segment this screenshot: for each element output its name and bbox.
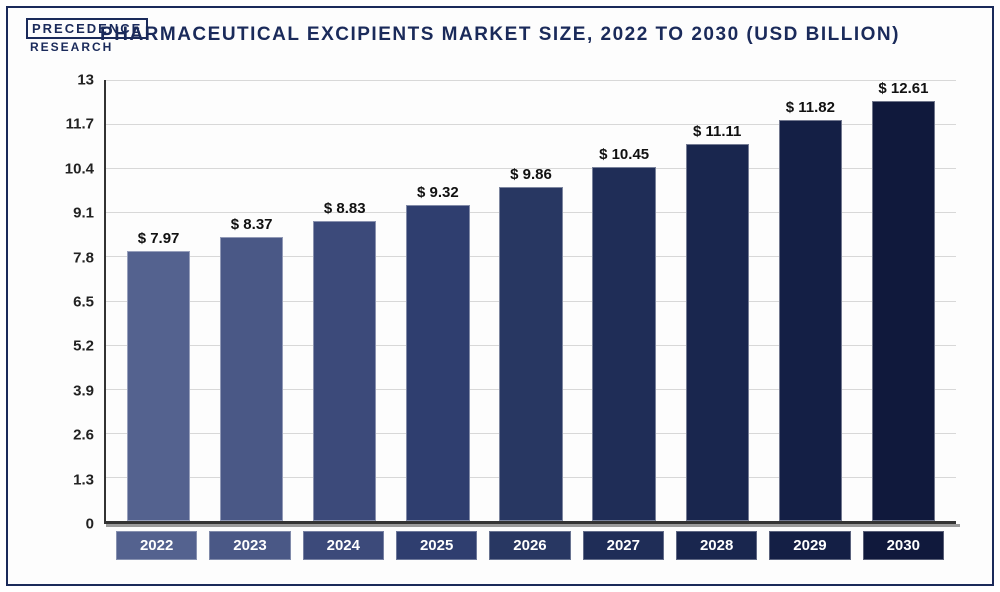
bar xyxy=(686,144,749,521)
chart-frame: PRECEDENCE RESEARCH PHARMACEUTICAL EXCIP… xyxy=(6,6,994,586)
baseline-shadow xyxy=(106,524,960,527)
bar xyxy=(872,101,935,521)
y-tick-label: 11.7 xyxy=(66,116,104,133)
y-tick-label: 9.1 xyxy=(73,205,104,222)
y-tick-label: 1.3 xyxy=(73,471,104,488)
logo-line1: PRECEDENCE xyxy=(26,18,148,39)
bar-wrap: $ 10.45 xyxy=(578,80,671,521)
bar-wrap: $ 12.61 xyxy=(857,80,950,521)
plot-region: $ 7.97 $ 8.37 $ 8.83 $ 9.32 $ 9.86 $ 10.45 $ 1… xyxy=(104,80,956,524)
x-axis-labels: 2022 2023 2024 2025 2026 2027 2028 2029 2030 xyxy=(104,531,956,560)
y-tick-label: 7.8 xyxy=(73,249,104,266)
bars-container: $ 7.97 $ 8.37 $ 8.83 $ 9.32 $ 9.86 $ 10.45 $ 1… xyxy=(106,80,956,521)
bar-wrap: $ 11.11 xyxy=(671,80,764,521)
bar-value-label: $ 9.32 xyxy=(417,184,459,201)
y-tick-label: 13 xyxy=(77,72,104,89)
bar xyxy=(313,221,376,521)
x-tick-label: 2030 xyxy=(863,531,944,560)
bar-value-label: $ 9.86 xyxy=(510,166,552,183)
y-tick-label: 0 xyxy=(86,516,104,533)
brand-logo: PRECEDENCE RESEARCH xyxy=(26,18,148,53)
bar xyxy=(499,187,562,521)
x-tick-label: 2028 xyxy=(676,531,757,560)
chart-title: PHARMACEUTICAL EXCIPIENTS MARKET SIZE, 2… xyxy=(8,8,992,46)
chart-area: $ 7.97 $ 8.37 $ 8.83 $ 9.32 $ 9.86 $ 10.45 $ 1… xyxy=(104,80,956,524)
x-tick-label: 2025 xyxy=(396,531,477,560)
bar-value-label: $ 7.97 xyxy=(138,230,180,247)
bar-wrap: $ 8.37 xyxy=(205,80,298,521)
x-tick-label: 2026 xyxy=(489,531,570,560)
bar xyxy=(592,167,655,521)
y-tick-label: 2.6 xyxy=(73,427,104,444)
x-tick-label: 2023 xyxy=(209,531,290,560)
x-tick-label: 2024 xyxy=(303,531,384,560)
bar-wrap: $ 11.82 xyxy=(764,80,857,521)
x-tick-label: 2022 xyxy=(116,531,197,560)
bar xyxy=(220,237,283,521)
bar-value-label: $ 11.11 xyxy=(693,123,741,140)
bar-value-label: $ 10.45 xyxy=(599,146,649,163)
bar-wrap: $ 8.83 xyxy=(298,80,391,521)
bar-wrap: $ 9.86 xyxy=(484,80,577,521)
bar-value-label: $ 12.61 xyxy=(878,80,928,97)
bar xyxy=(406,205,469,521)
y-tick-label: 5.2 xyxy=(73,338,104,355)
y-tick-label: 3.9 xyxy=(73,382,104,399)
bar-value-label: $ 8.37 xyxy=(231,216,273,233)
bar-wrap: $ 9.32 xyxy=(391,80,484,521)
x-tick-label: 2027 xyxy=(583,531,664,560)
bar-value-label: $ 11.82 xyxy=(786,99,835,116)
bar xyxy=(127,251,190,521)
y-tick-label: 6.5 xyxy=(73,294,104,311)
logo-line2: RESEARCH xyxy=(26,41,148,53)
bar xyxy=(779,120,842,521)
bar-wrap: $ 7.97 xyxy=(112,80,205,521)
bar-value-label: $ 8.83 xyxy=(324,200,366,217)
y-tick-label: 10.4 xyxy=(65,160,104,177)
x-tick-label: 2029 xyxy=(769,531,850,560)
